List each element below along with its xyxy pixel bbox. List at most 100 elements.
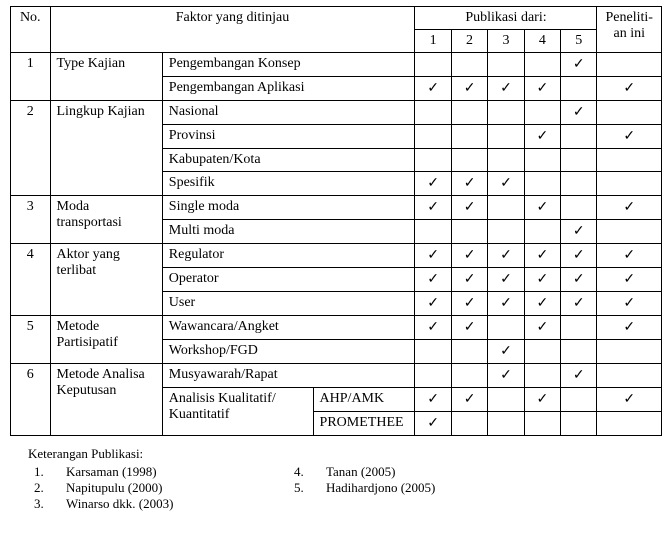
- cell-p2: ✓: [451, 292, 487, 316]
- footer-legend: Keterangan Publikasi: 1.Karsaman (1998) …: [10, 446, 662, 512]
- row-category: Moda transportasi: [50, 196, 162, 244]
- cell-p3: [488, 196, 524, 220]
- cell-p2: ✓: [451, 316, 487, 340]
- cell-p1: ✓: [415, 316, 451, 340]
- cell-p3: [488, 53, 524, 77]
- cell-p3: [488, 101, 524, 125]
- cell-p4: [524, 412, 560, 436]
- cell-p1: ✓: [415, 292, 451, 316]
- row-sub: Kabupaten/Kota: [162, 149, 415, 172]
- row-sub: Workshop/FGD: [162, 340, 415, 364]
- cell-research: [597, 220, 662, 244]
- cell-p4: [524, 220, 560, 244]
- cell-research: ✓: [597, 244, 662, 268]
- cell-p5: [561, 196, 597, 220]
- header-pub-2: 2: [451, 30, 487, 53]
- cell-research: ✓: [597, 316, 662, 340]
- row-subsub: AHP/AMK: [313, 388, 415, 412]
- cell-p3: ✓: [488, 268, 524, 292]
- cell-p5: ✓: [561, 53, 597, 77]
- table-row: 2 Lingkup Kajian Nasional ✓: [11, 101, 662, 125]
- cell-p1: ✓: [415, 388, 451, 412]
- row-sub: Regulator: [162, 244, 415, 268]
- cell-p4: [524, 364, 560, 388]
- footer-item: 2.Napitupulu (2000): [28, 480, 288, 496]
- table-body: 1 Type Kajian Pengembangan Konsep ✓ Peng…: [11, 53, 662, 436]
- cell-p3: [488, 220, 524, 244]
- row-no: 3: [11, 196, 51, 244]
- cell-p2: [451, 364, 487, 388]
- header-pub-5: 5: [561, 30, 597, 53]
- cell-p4: ✓: [524, 244, 560, 268]
- cell-p1: ✓: [415, 196, 451, 220]
- cell-p5: [561, 77, 597, 101]
- cell-p4: ✓: [524, 77, 560, 101]
- cell-p5: [561, 412, 597, 436]
- cell-p2: [451, 340, 487, 364]
- row-category: Aktor yang terlibat: [50, 244, 162, 316]
- row-sub: Pengembangan Aplikasi: [162, 77, 415, 101]
- row-sub: Wawancara/Angket: [162, 316, 415, 340]
- cell-p1: [415, 125, 451, 149]
- cell-p1: [415, 53, 451, 77]
- cell-p3: ✓: [488, 340, 524, 364]
- cell-research: ✓: [597, 292, 662, 316]
- cell-research: [597, 412, 662, 436]
- cell-p5: ✓: [561, 268, 597, 292]
- cell-p2: ✓: [451, 388, 487, 412]
- cell-p1: ✓: [415, 244, 451, 268]
- row-sub: Single moda: [162, 196, 415, 220]
- review-table: No. Faktor yang ditinjau Publikasi dari:…: [10, 6, 662, 436]
- header-publication: Publikasi dari:: [415, 7, 597, 30]
- row-category: Type Kajian: [50, 53, 162, 101]
- row-category: Lingkup Kajian: [50, 101, 162, 196]
- cell-p1: [415, 364, 451, 388]
- footer-left-column: 1.Karsaman (1998) 2.Napitupulu (2000) 3.…: [28, 464, 288, 512]
- cell-p3: [488, 316, 524, 340]
- cell-research: [597, 149, 662, 172]
- cell-p1: ✓: [415, 77, 451, 101]
- cell-p3: ✓: [488, 244, 524, 268]
- cell-p4: ✓: [524, 292, 560, 316]
- cell-p5: [561, 316, 597, 340]
- table-header: No. Faktor yang ditinjau Publikasi dari:…: [11, 7, 662, 53]
- cell-research: [597, 340, 662, 364]
- cell-p2: [451, 53, 487, 77]
- row-category: Metode Partisipatif: [50, 316, 162, 364]
- cell-p2: ✓: [451, 77, 487, 101]
- footer-item: 5.Hadihardjono (2005): [288, 480, 435, 496]
- footer-item: 3.Winarso dkk. (2003): [28, 496, 288, 512]
- footer-item: 1.Karsaman (1998): [28, 464, 288, 480]
- cell-p1: [415, 220, 451, 244]
- cell-p3: ✓: [488, 172, 524, 196]
- header-research: Peneliti-an ini: [597, 7, 662, 53]
- cell-p3: [488, 149, 524, 172]
- cell-p4: ✓: [524, 316, 560, 340]
- cell-p1: [415, 101, 451, 125]
- row-sub: User: [162, 292, 415, 316]
- row-sub: Spesifik: [162, 172, 415, 196]
- cell-p5: ✓: [561, 244, 597, 268]
- cell-p4: [524, 149, 560, 172]
- cell-p3: [488, 388, 524, 412]
- cell-p2: ✓: [451, 268, 487, 292]
- cell-p1: ✓: [415, 412, 451, 436]
- cell-p5: [561, 340, 597, 364]
- cell-p1: [415, 340, 451, 364]
- row-no: 6: [11, 364, 51, 436]
- cell-p3: ✓: [488, 77, 524, 101]
- cell-p4: ✓: [524, 125, 560, 149]
- cell-p4: [524, 101, 560, 125]
- cell-p5: ✓: [561, 220, 597, 244]
- cell-research: [597, 172, 662, 196]
- header-pub-3: 3: [488, 30, 524, 53]
- row-subsub: PROMETHEE: [313, 412, 415, 436]
- cell-p3: ✓: [488, 364, 524, 388]
- cell-p4: ✓: [524, 388, 560, 412]
- cell-p4: ✓: [524, 268, 560, 292]
- cell-p2: [451, 101, 487, 125]
- cell-p5: [561, 149, 597, 172]
- row-sub: Multi moda: [162, 220, 415, 244]
- row-no: 2: [11, 101, 51, 196]
- cell-p2: [451, 125, 487, 149]
